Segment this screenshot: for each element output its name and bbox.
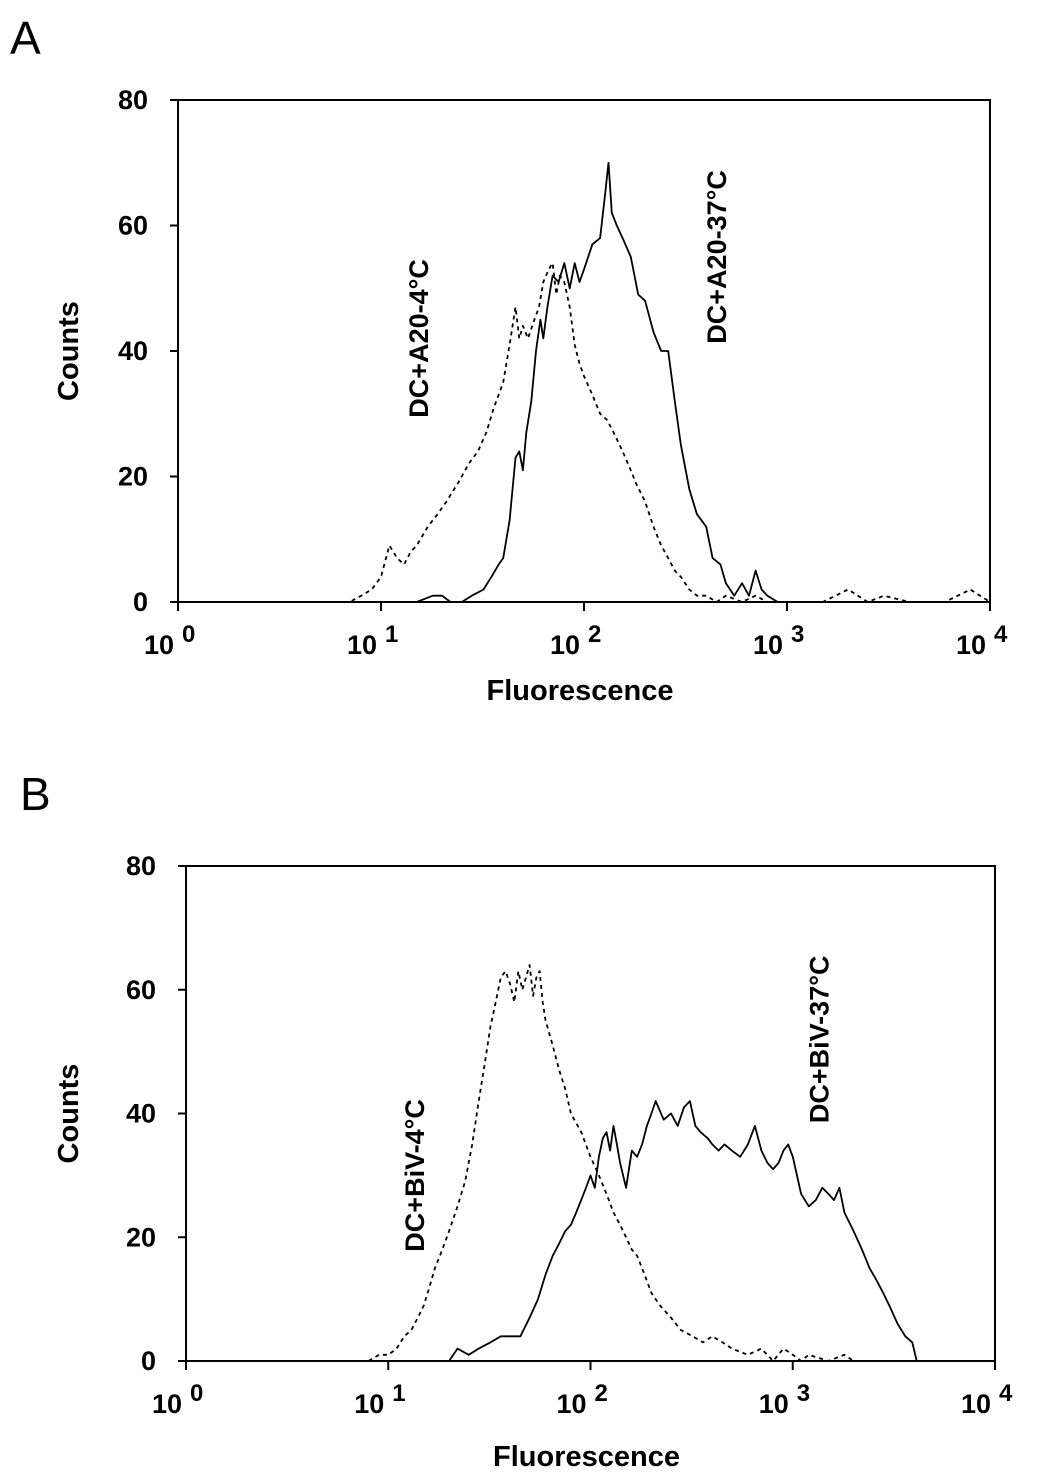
y-tick-label: 0 <box>141 1346 156 1376</box>
x-axis-title: Fluorescence <box>493 1441 680 1472</box>
plot-frame <box>177 99 991 603</box>
y-tick-label: 20 <box>118 462 148 492</box>
x-tick-label: 10 <box>556 1389 586 1419</box>
series-line-37c <box>416 161 990 603</box>
y-tick-label: 0 <box>133 587 148 617</box>
panel-letter: A <box>10 12 41 64</box>
series-label: DC+BiV-4°C <box>400 1099 430 1252</box>
y-tick-label: 40 <box>126 1099 156 1129</box>
x-tick-exponent: 3 <box>791 621 804 648</box>
panel-letter: B <box>20 768 51 820</box>
x-tick-label: 10 <box>759 1389 789 1419</box>
x-tick-exponent: 1 <box>392 1380 405 1407</box>
series-line-37c <box>448 1100 918 1362</box>
x-tick-label: 10 <box>354 1389 384 1419</box>
x-tick-exponent: 2 <box>588 621 601 648</box>
series-line-4c <box>368 964 855 1362</box>
plot-frame <box>185 865 996 1362</box>
x-tick-label: 10 <box>144 630 174 660</box>
x-tick-label: 10 <box>347 630 377 660</box>
x-tick-exponent: 2 <box>595 1380 608 1407</box>
y-tick-label: 80 <box>126 851 156 881</box>
x-tick-label: 10 <box>956 630 986 660</box>
x-tick-label: 10 <box>753 630 783 660</box>
series-label: DC+A20-4°C <box>404 259 434 418</box>
x-axis-title: Fluorescence <box>487 675 674 707</box>
series-line-4c <box>336 262 991 603</box>
series-label: DC+A20-37°C <box>702 170 732 344</box>
x-tick-label: 10 <box>961 1389 991 1419</box>
x-tick-exponent: 4 <box>994 621 1008 648</box>
y-axis-title: Counts <box>53 301 85 401</box>
x-tick-exponent: 1 <box>385 621 398 648</box>
y-tick-label: 40 <box>118 336 148 366</box>
x-tick-exponent: 0 <box>190 1380 203 1407</box>
y-tick-label: 60 <box>118 211 148 241</box>
x-tick-label: 10 <box>550 630 580 660</box>
x-tick-exponent: 3 <box>797 1380 810 1407</box>
y-tick-label: 60 <box>126 975 156 1005</box>
y-tick-label: 80 <box>118 85 148 115</box>
x-tick-label: 10 <box>152 1389 182 1419</box>
y-axis-title: Counts <box>53 1064 85 1164</box>
x-tick-exponent: 4 <box>999 1380 1013 1407</box>
y-tick-label: 20 <box>126 1222 156 1252</box>
series-label: DC+BiV-37°C <box>804 955 834 1123</box>
x-tick-exponent: 0 <box>182 621 195 648</box>
